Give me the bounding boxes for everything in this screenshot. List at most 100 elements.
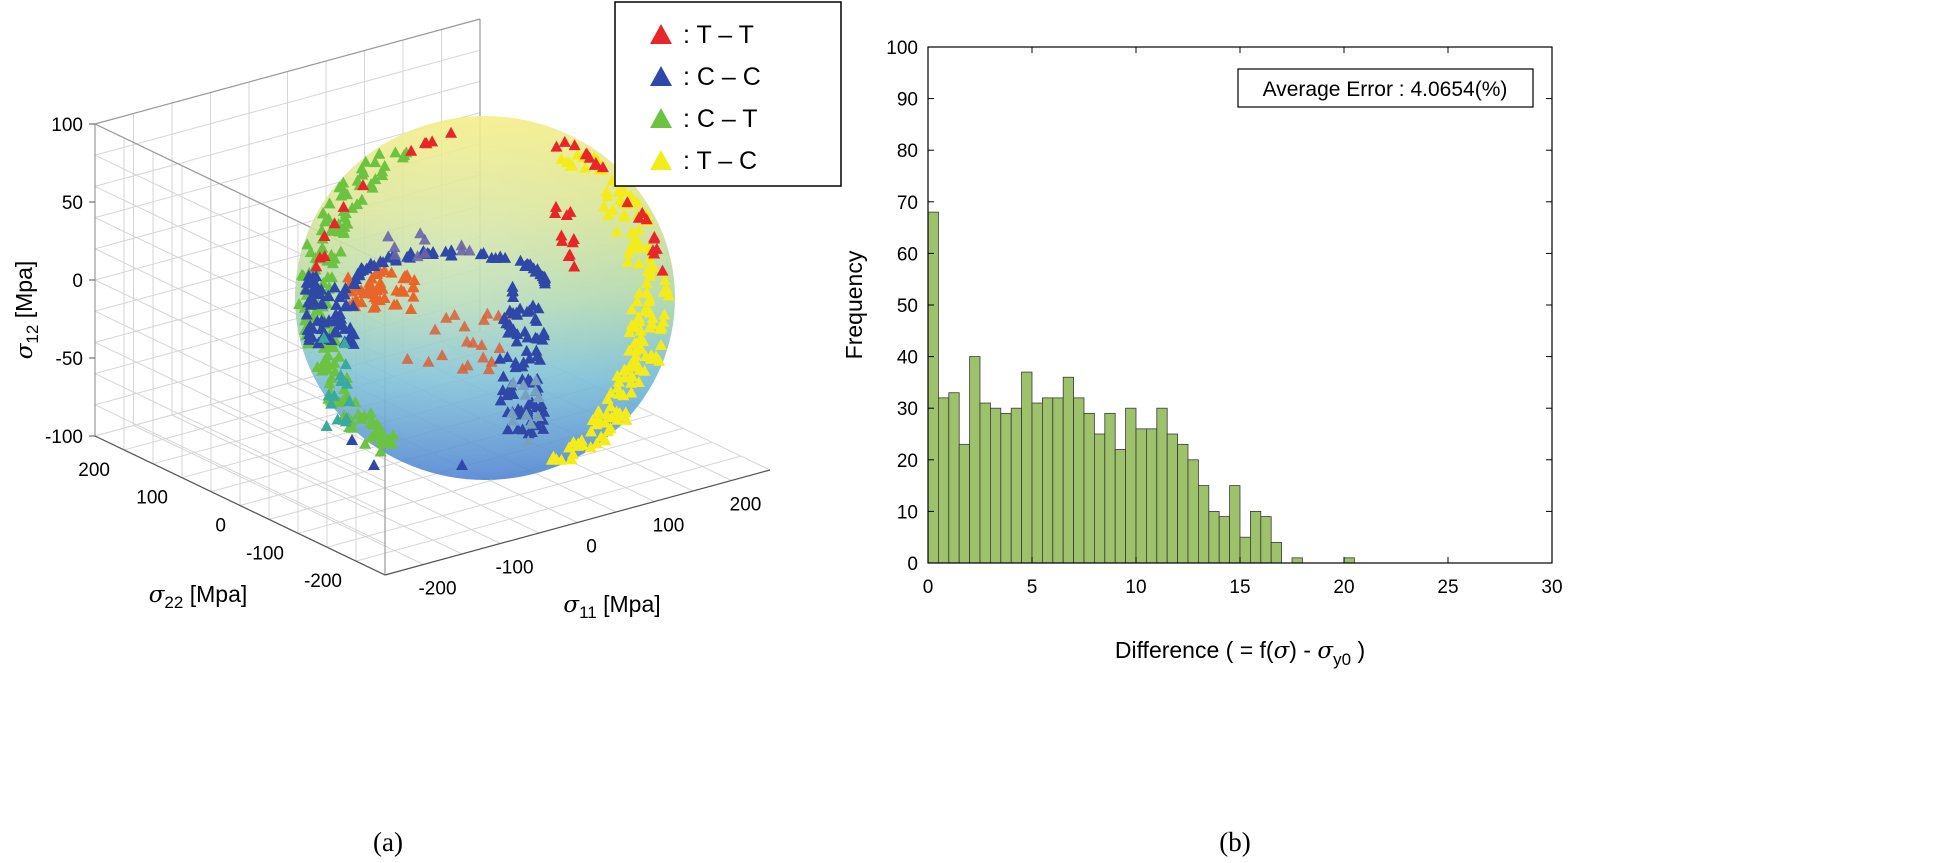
data-point xyxy=(328,365,341,377)
data-point xyxy=(618,363,631,375)
legend-marker xyxy=(650,108,672,128)
data-point xyxy=(510,335,523,347)
data-point xyxy=(643,294,656,306)
data-point xyxy=(560,156,573,168)
data-point xyxy=(507,414,520,426)
data-point xyxy=(477,351,490,363)
x-axis-ticks: -200 -100 0 100 200 xyxy=(418,495,761,600)
data-point xyxy=(419,247,432,259)
histogram-y-label: Frequency xyxy=(841,250,867,359)
histogram-bar xyxy=(1187,459,1199,564)
histogram-bar xyxy=(1094,433,1106,564)
data-point xyxy=(523,352,536,364)
data-point xyxy=(537,326,550,338)
data-point xyxy=(549,207,562,219)
data-point xyxy=(625,240,638,252)
data-point xyxy=(455,239,468,251)
data-point xyxy=(422,355,435,367)
data-point xyxy=(337,226,350,238)
data-point xyxy=(662,289,675,301)
data-point xyxy=(566,159,579,171)
histogram-bar xyxy=(1208,510,1220,564)
data-point xyxy=(550,140,563,152)
data-point xyxy=(401,352,414,364)
data-point xyxy=(522,397,535,409)
data-point xyxy=(333,291,346,303)
data-point xyxy=(357,287,370,299)
data-point xyxy=(445,126,458,138)
data-point xyxy=(408,274,421,286)
data-point xyxy=(599,416,612,428)
data-point xyxy=(622,246,635,258)
data-point xyxy=(339,207,352,219)
y-tick-label: 0 xyxy=(215,516,226,537)
histogram-ticks: 0 10 20 30 40 50 60 70 80 90 100 0 5 10 15 20 25 30 xyxy=(886,38,1562,598)
data-point xyxy=(646,311,659,323)
data-point xyxy=(401,269,414,281)
histogram-bar xyxy=(1146,428,1158,564)
data-point xyxy=(507,376,520,388)
z-axis-ticks: 100 50 0 -50 -100 xyxy=(45,115,95,448)
grid-line xyxy=(94,80,481,187)
data-point xyxy=(632,257,645,269)
data-point xyxy=(359,155,372,167)
data-point xyxy=(370,292,383,304)
data-point xyxy=(517,379,530,391)
data-point xyxy=(298,314,311,326)
legend-label: : T – T xyxy=(683,21,754,49)
x-tick-label: -100 xyxy=(495,558,533,579)
histogram-bar xyxy=(927,211,939,564)
legend-marker xyxy=(650,66,672,86)
histogram-x-tick-label: 15 xyxy=(1229,577,1250,598)
y-axis-ticks: 200 100 0 -100 -200 xyxy=(78,460,342,592)
data-point xyxy=(389,248,402,260)
data-point xyxy=(560,208,573,220)
histogram-x-tick-label: 30 xyxy=(1541,577,1562,598)
data-point xyxy=(368,459,380,470)
data-point xyxy=(351,198,364,210)
histogram-y-tick-label: 60 xyxy=(897,244,918,265)
data-point xyxy=(506,407,519,419)
histogram-bar xyxy=(1218,516,1230,564)
data-point xyxy=(328,325,341,337)
data-point xyxy=(363,279,376,291)
y-tick-label: -100 xyxy=(246,543,284,564)
data-point xyxy=(388,241,401,253)
data-point xyxy=(653,354,666,366)
data-point xyxy=(567,448,580,460)
data-point xyxy=(368,259,381,271)
data-point xyxy=(595,430,608,442)
legend-label: : C – T xyxy=(683,105,758,133)
data-point xyxy=(406,281,419,293)
data-point xyxy=(632,223,645,235)
data-point xyxy=(610,405,623,417)
data-point xyxy=(398,149,411,161)
data-point xyxy=(635,342,648,354)
data-point xyxy=(602,208,615,220)
data-point xyxy=(323,197,336,209)
data-point xyxy=(625,386,638,398)
data-point xyxy=(369,300,382,312)
histogram-x-label: Difference ( = f(σ) - σy0 ) xyxy=(1115,637,1365,669)
data-point xyxy=(448,308,461,320)
data-point xyxy=(375,435,388,447)
data-point xyxy=(382,230,395,242)
data-point xyxy=(503,318,516,330)
z-tick-label: -50 xyxy=(56,349,83,370)
data-point xyxy=(351,174,364,186)
data-point xyxy=(436,349,449,361)
data-point xyxy=(645,348,658,360)
data-point xyxy=(440,311,453,323)
data-point xyxy=(532,391,545,403)
histogram-bar xyxy=(1000,412,1012,564)
data-point xyxy=(568,139,581,151)
data-point xyxy=(536,413,549,425)
data-point xyxy=(623,344,636,356)
histogram-bar xyxy=(1177,443,1189,564)
histogram-bar xyxy=(979,402,991,564)
frame-edge xyxy=(94,18,481,125)
data-point xyxy=(625,319,638,331)
data-point xyxy=(502,326,515,338)
histogram-bar xyxy=(958,443,971,564)
